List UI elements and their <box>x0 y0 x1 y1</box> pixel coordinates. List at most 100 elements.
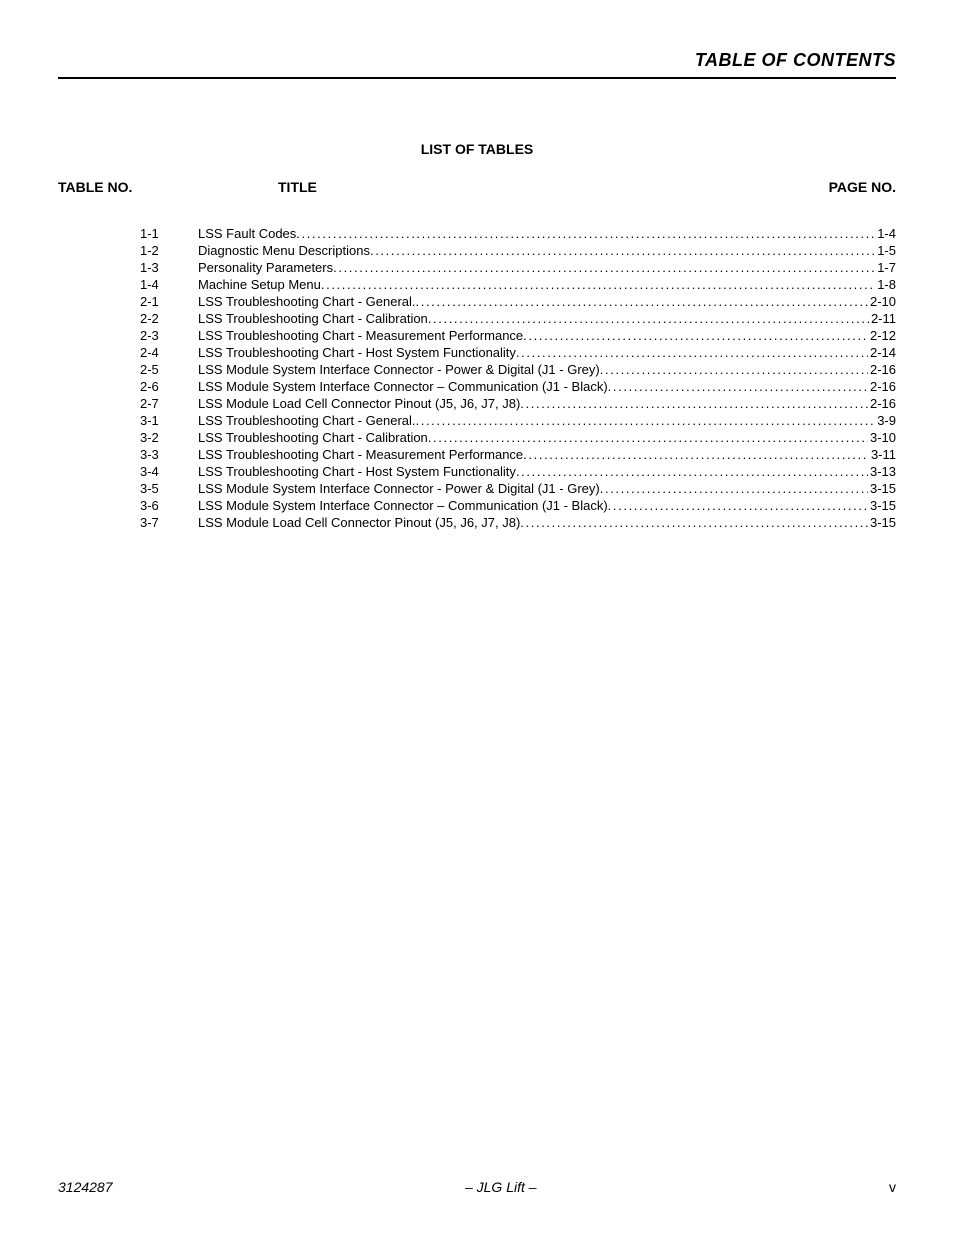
toc-leader-dots <box>520 395 868 408</box>
header-title: TABLE OF CONTENTS <box>58 50 896 71</box>
toc-leader-dots <box>428 310 869 323</box>
toc-entry-title: LSS Troubleshooting Chart - Calibration <box>198 429 428 446</box>
toc-entry-page: 2-11 <box>869 310 896 327</box>
toc-entry-title: Personality Parameters <box>198 259 333 276</box>
toc-leader-dots <box>516 463 868 476</box>
toc-entry-page: 3-10 <box>868 429 896 446</box>
toc-row: 3-1LSS Troubleshooting Chart - General. … <box>140 412 896 429</box>
toc-entry-title: LSS Module System Interface Connector – … <box>198 378 608 395</box>
toc-row: 3-5LSS Module System Interface Connector… <box>140 480 896 497</box>
toc-entry-title: LSS Troubleshooting Chart - Calibration <box>198 310 428 327</box>
toc-entry-title: LSS Module System Interface Connector – … <box>198 497 608 514</box>
toc-entry-page: 3-15 <box>868 497 896 514</box>
toc-entry-title: LSS Troubleshooting Chart - General. <box>198 412 416 429</box>
toc-entry-page: 2-10 <box>868 293 896 310</box>
toc-entry-page: 2-16 <box>868 378 896 395</box>
toc-entry-title: LSS Troubleshooting Chart - Measurement … <box>198 327 523 344</box>
toc-entry-number: 2-3 <box>140 327 198 344</box>
toc-row: 2-5LSS Module System Interface Connector… <box>140 361 896 378</box>
toc-entry-number: 3-7 <box>140 514 198 531</box>
toc-entry-title: LSS Module System Interface Connector - … <box>198 480 600 497</box>
toc-leader-dots <box>416 412 876 425</box>
column-header-pageno: PAGE NO. <box>786 179 896 195</box>
column-headers: TABLE NO. TITLE PAGE NO. <box>58 179 896 195</box>
toc-entry-number: 2-2 <box>140 310 198 327</box>
toc-row: 1-1LSS Fault Codes 1-4 <box>140 225 896 242</box>
column-header-tableno: TABLE NO. <box>58 179 238 195</box>
toc-entry-number: 1-4 <box>140 276 198 293</box>
toc-entry-title: Diagnostic Menu Descriptions <box>198 242 370 259</box>
toc-entry-number: 2-5 <box>140 361 198 378</box>
footer-doc-number: 3124287 <box>58 1179 113 1195</box>
toc-leader-dots <box>333 259 875 272</box>
page: TABLE OF CONTENTS LIST OF TABLES TABLE N… <box>0 0 954 1235</box>
toc-entry-number: 1-2 <box>140 242 198 259</box>
toc-leader-dots <box>600 361 868 374</box>
toc-entry-title: LSS Troubleshooting Chart - General. <box>198 293 416 310</box>
toc-entry-page: 3-13 <box>868 463 896 480</box>
toc-entry-page: 2-16 <box>868 395 896 412</box>
toc-leader-dots <box>523 446 869 459</box>
toc-entry-title: LSS Fault Codes <box>198 225 296 242</box>
toc-leader-dots <box>608 497 868 510</box>
toc-entry-page: 1-8 <box>875 276 896 293</box>
toc-row: 1-4Machine Setup Menu 1-8 <box>140 276 896 293</box>
toc-entry-page: 1-4 <box>875 225 896 242</box>
toc-entry-number: 2-4 <box>140 344 198 361</box>
header: TABLE OF CONTENTS <box>58 50 896 79</box>
toc-entry-page: 3-15 <box>868 514 896 531</box>
footer-page-number: v <box>889 1179 896 1195</box>
toc-entry-number: 3-3 <box>140 446 198 463</box>
toc-row: 2-1LSS Troubleshooting Chart - General. … <box>140 293 896 310</box>
toc-leader-dots <box>296 225 875 238</box>
toc-entry-number: 3-5 <box>140 480 198 497</box>
toc-row: 2-6LSS Module System Interface Connector… <box>140 378 896 395</box>
toc-entry-title: LSS Troubleshooting Chart - Measurement … <box>198 446 523 463</box>
toc-leader-dots <box>428 429 868 442</box>
toc-entry-page: 3-15 <box>868 480 896 497</box>
toc-row: 3-2LSS Troubleshooting Chart - Calibrati… <box>140 429 896 446</box>
toc-leader-dots <box>523 327 868 340</box>
toc-entry-page: 1-5 <box>875 242 896 259</box>
toc-entry-page: 2-12 <box>868 327 896 344</box>
toc-leader-dots <box>516 344 868 357</box>
toc-row: 2-7LSS Module Load Cell Connector Pinout… <box>140 395 896 412</box>
toc-row: 3-7LSS Module Load Cell Connector Pinout… <box>140 514 896 531</box>
toc-entry-title: LSS Module Load Cell Connector Pinout (J… <box>198 514 520 531</box>
toc-row: 3-3LSS Troubleshooting Chart - Measureme… <box>140 446 896 463</box>
toc-entry-page: 1-7 <box>875 259 896 276</box>
toc-entry-number: 3-6 <box>140 497 198 514</box>
toc-leader-dots <box>370 242 875 255</box>
toc-entry-number: 3-1 <box>140 412 198 429</box>
toc-row: 1-2Diagnostic Menu Descriptions 1-5 <box>140 242 896 259</box>
toc-entry-title: LSS Troubleshooting Chart - Host System … <box>198 344 516 361</box>
toc-row: 3-6LSS Module System Interface Connector… <box>140 497 896 514</box>
toc-row: 3-4LSS Troubleshooting Chart - Host Syst… <box>140 463 896 480</box>
toc-leader-dots <box>321 276 875 289</box>
list-of-tables-title: LIST OF TABLES <box>58 141 896 157</box>
toc-entry-number: 3-4 <box>140 463 198 480</box>
toc-leader-dots <box>608 378 868 391</box>
toc-list: 1-1LSS Fault Codes 1-41-2Diagnostic Menu… <box>58 225 896 531</box>
toc-leader-dots <box>416 293 868 306</box>
toc-entry-number: 1-1 <box>140 225 198 242</box>
toc-entry-number: 2-7 <box>140 395 198 412</box>
toc-entry-number: 2-6 <box>140 378 198 395</box>
toc-entry-page: 2-16 <box>868 361 896 378</box>
toc-entry-page: 3-9 <box>875 412 896 429</box>
toc-entry-number: 3-2 <box>140 429 198 446</box>
toc-leader-dots <box>520 514 868 527</box>
column-header-title: TITLE <box>238 179 786 195</box>
toc-entry-title: Machine Setup Menu <box>198 276 321 293</box>
footer: 3124287 – JLG Lift – v <box>58 1179 896 1195</box>
toc-entry-number: 1-3 <box>140 259 198 276</box>
toc-row: 1-3Personality Parameters 1-7 <box>140 259 896 276</box>
toc-leader-dots <box>600 480 868 493</box>
toc-row: 2-2LSS Troubleshooting Chart - Calibrati… <box>140 310 896 327</box>
toc-entry-title: LSS Module System Interface Connector - … <box>198 361 600 378</box>
toc-entry-title: LSS Troubleshooting Chart - Host System … <box>198 463 516 480</box>
toc-entry-title: LSS Module Load Cell Connector Pinout (J… <box>198 395 520 412</box>
toc-entry-page: 3-11 <box>869 446 896 463</box>
footer-brand: – JLG Lift – <box>465 1179 537 1195</box>
toc-row: 2-4LSS Troubleshooting Chart - Host Syst… <box>140 344 896 361</box>
